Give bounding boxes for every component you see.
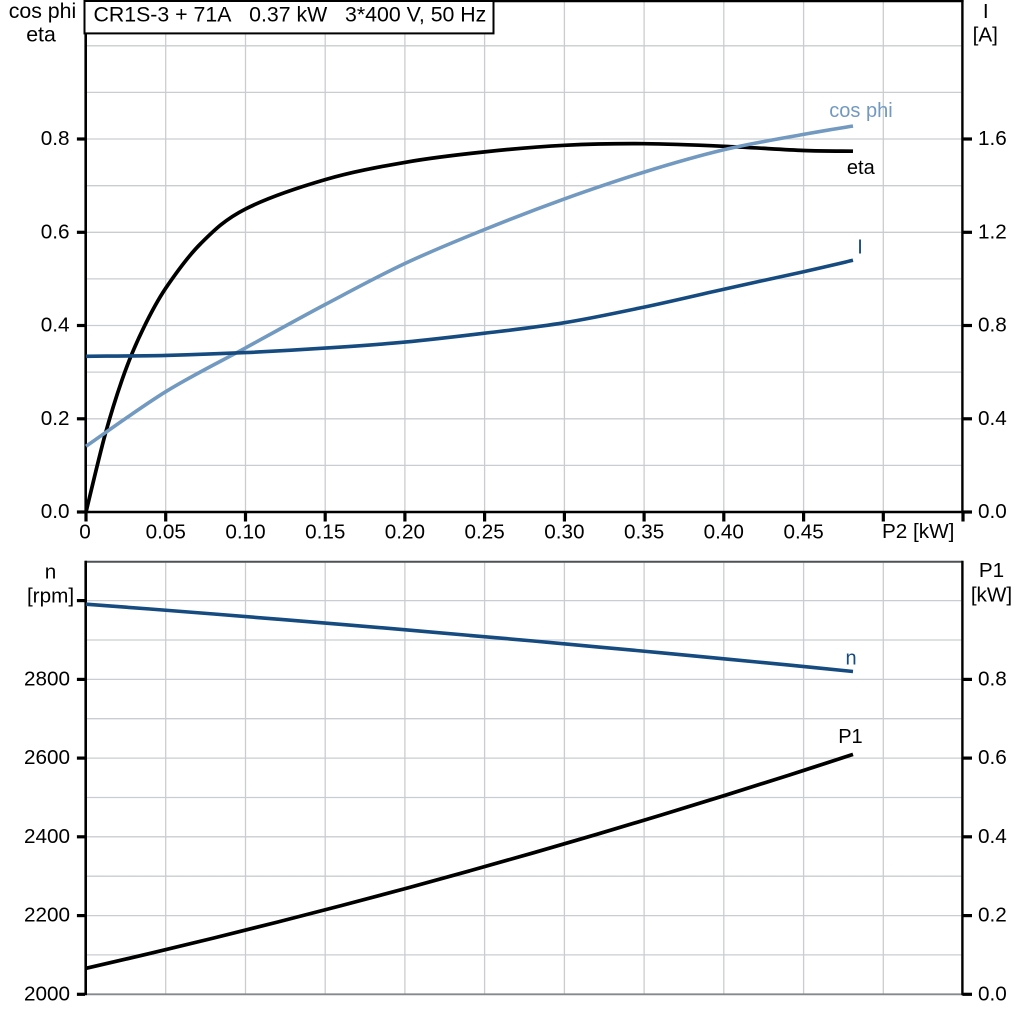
svg-text:n: n <box>45 560 57 583</box>
svg-text:[A]: [A] <box>973 24 998 47</box>
svg-text:0.45: 0.45 <box>783 520 823 543</box>
svg-text:0.35: 0.35 <box>624 520 664 543</box>
svg-text:[rpm]: [rpm] <box>27 585 74 608</box>
svg-text:cos phi: cos phi <box>9 0 76 23</box>
svg-text:1.6: 1.6 <box>978 127 1007 150</box>
svg-text:0.4: 0.4 <box>978 825 1007 848</box>
svg-text:0.4: 0.4 <box>41 314 70 337</box>
svg-text:0.8: 0.8 <box>41 127 70 150</box>
svg-text:2000: 2000 <box>24 982 70 1005</box>
svg-text:0.2: 0.2 <box>41 407 70 430</box>
svg-text:0.6: 0.6 <box>978 746 1007 769</box>
svg-text:0.15: 0.15 <box>305 520 345 543</box>
svg-text:2200: 2200 <box>24 904 70 927</box>
svg-text:0: 0 <box>79 520 91 543</box>
svg-text:P1: P1 <box>838 726 862 748</box>
svg-text:2600: 2600 <box>24 746 70 769</box>
svg-text:2400: 2400 <box>24 825 70 848</box>
svg-text:0.05: 0.05 <box>146 520 186 543</box>
svg-text:0.2: 0.2 <box>978 904 1007 927</box>
svg-text:cos phi: cos phi <box>829 100 892 122</box>
svg-text:0.0: 0.0 <box>978 982 1007 1005</box>
svg-text:CR1S-3 + 71A 0.37 kW 3*400: CR1S-3 + 71A 0.37 kW 3*400 V, 50 Hz <box>94 3 487 27</box>
svg-text:0.0: 0.0 <box>41 500 70 523</box>
svg-text:I: I <box>857 236 863 258</box>
svg-text:0.8: 0.8 <box>978 314 1007 337</box>
svg-text:I: I <box>983 0 989 23</box>
svg-text:2800: 2800 <box>24 668 70 691</box>
svg-text:P1: P1 <box>979 559 1004 582</box>
svg-text:0.30: 0.30 <box>544 520 584 543</box>
svg-text:0.25: 0.25 <box>464 520 504 543</box>
svg-text:1.2: 1.2 <box>978 220 1007 243</box>
svg-text:P2 [kW]: P2 [kW] <box>882 520 954 543</box>
svg-text:0.20: 0.20 <box>385 520 425 543</box>
svg-text:0.10: 0.10 <box>225 520 265 543</box>
svg-text:0.6: 0.6 <box>41 220 70 243</box>
svg-text:n: n <box>845 647 856 669</box>
svg-text:[kW]: [kW] <box>971 584 1012 607</box>
svg-text:0.4: 0.4 <box>978 407 1007 430</box>
svg-text:0.40: 0.40 <box>704 520 744 543</box>
svg-text:0.0: 0.0 <box>978 500 1007 523</box>
svg-text:0.8: 0.8 <box>978 668 1007 691</box>
svg-text:eta: eta <box>26 22 56 46</box>
svg-text:eta: eta <box>847 157 876 179</box>
